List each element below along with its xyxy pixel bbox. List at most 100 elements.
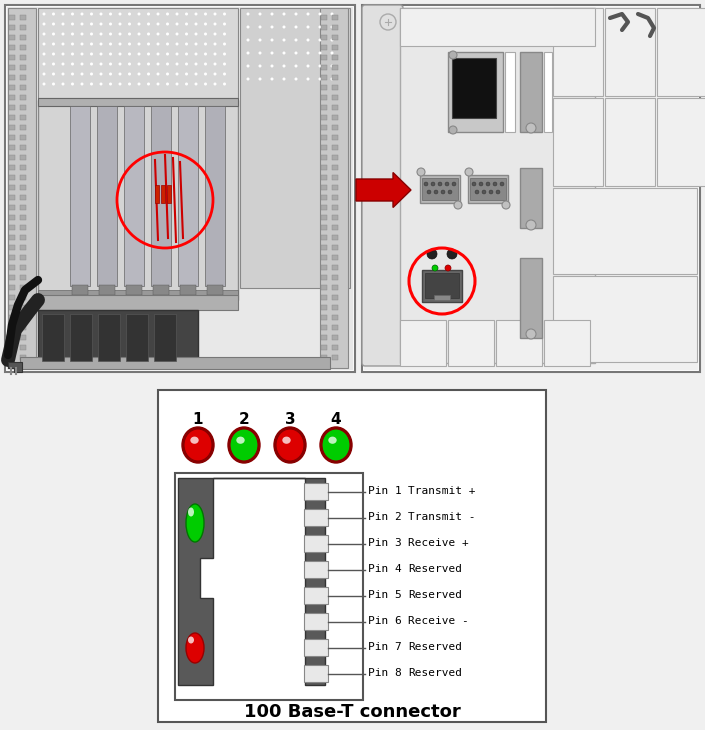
Bar [20, 315, 26, 320]
Text: Reserved: Reserved [408, 669, 462, 678]
Bar [42, 314, 64, 361]
Bar [9, 165, 15, 170]
Bar [175, 473, 363, 700]
Bar [321, 115, 327, 120]
Circle shape [147, 72, 150, 75]
Circle shape [223, 82, 226, 85]
Text: 2: 2 [238, 412, 250, 428]
Circle shape [61, 82, 64, 85]
Circle shape [195, 63, 197, 66]
Bar [332, 75, 338, 80]
Bar [332, 275, 338, 280]
Bar [332, 95, 338, 100]
Circle shape [214, 72, 216, 75]
Circle shape [271, 26, 274, 28]
Circle shape [137, 12, 140, 15]
Circle shape [42, 12, 46, 15]
Text: Pin 1: Pin 1 [368, 486, 402, 496]
Bar [20, 95, 26, 100]
Bar [20, 275, 26, 280]
Circle shape [157, 72, 159, 75]
Bar [321, 155, 327, 160]
Circle shape [247, 64, 250, 67]
Circle shape [185, 53, 188, 55]
Text: Pin 8: Pin 8 [368, 669, 402, 678]
Bar [321, 205, 327, 210]
Circle shape [109, 23, 112, 26]
Bar [9, 35, 15, 40]
Circle shape [118, 12, 121, 15]
Circle shape [271, 12, 274, 15]
Circle shape [271, 52, 274, 55]
Circle shape [42, 23, 46, 26]
Circle shape [295, 26, 298, 28]
Text: Transmit +: Transmit + [408, 486, 475, 496]
Circle shape [259, 39, 262, 42]
Circle shape [247, 26, 250, 28]
Ellipse shape [188, 637, 194, 644]
Circle shape [486, 182, 490, 186]
Circle shape [157, 23, 159, 26]
Bar [422, 270, 462, 302]
Circle shape [331, 77, 333, 80]
Bar [9, 85, 15, 90]
Circle shape [52, 82, 55, 85]
Circle shape [166, 23, 169, 26]
Bar [9, 335, 15, 340]
Circle shape [90, 23, 93, 26]
Bar [321, 325, 327, 330]
FancyBboxPatch shape [362, 5, 403, 366]
Circle shape [223, 53, 226, 55]
Circle shape [214, 33, 216, 36]
Circle shape [283, 39, 286, 42]
Bar [332, 325, 338, 330]
Circle shape [331, 52, 333, 55]
Bar [304, 665, 328, 682]
Circle shape [185, 12, 188, 15]
Bar [332, 205, 338, 210]
Bar [158, 390, 546, 722]
Bar [520, 52, 542, 132]
Circle shape [214, 82, 216, 85]
Circle shape [128, 42, 131, 45]
Bar [452, 58, 496, 118]
Circle shape [90, 63, 93, 66]
Circle shape [259, 12, 262, 15]
Bar [9, 225, 15, 230]
Circle shape [176, 42, 178, 45]
Circle shape [195, 53, 197, 55]
Bar [9, 245, 15, 250]
Circle shape [90, 72, 93, 75]
Bar [9, 215, 15, 220]
Circle shape [204, 72, 207, 75]
Circle shape [195, 33, 197, 36]
Circle shape [42, 53, 46, 55]
Bar [20, 285, 26, 290]
Circle shape [157, 42, 159, 45]
Ellipse shape [276, 429, 304, 461]
Bar [9, 355, 15, 360]
Bar [20, 45, 26, 50]
Text: Reserved: Reserved [408, 564, 462, 575]
Bar [605, 8, 655, 96]
Bar [470, 178, 506, 200]
Circle shape [526, 329, 536, 339]
Circle shape [137, 33, 140, 36]
Bar [20, 15, 26, 20]
Bar [605, 98, 655, 186]
Bar [332, 165, 338, 170]
Circle shape [271, 64, 274, 67]
Circle shape [71, 82, 74, 85]
Circle shape [42, 63, 46, 66]
Bar [8, 8, 36, 368]
Circle shape [319, 64, 321, 67]
Circle shape [482, 190, 486, 194]
Bar [126, 285, 142, 295]
Bar [321, 315, 327, 320]
Circle shape [223, 72, 226, 75]
Circle shape [283, 52, 286, 55]
Circle shape [99, 53, 102, 55]
Circle shape [214, 63, 216, 66]
Circle shape [137, 23, 140, 26]
Circle shape [247, 12, 250, 15]
